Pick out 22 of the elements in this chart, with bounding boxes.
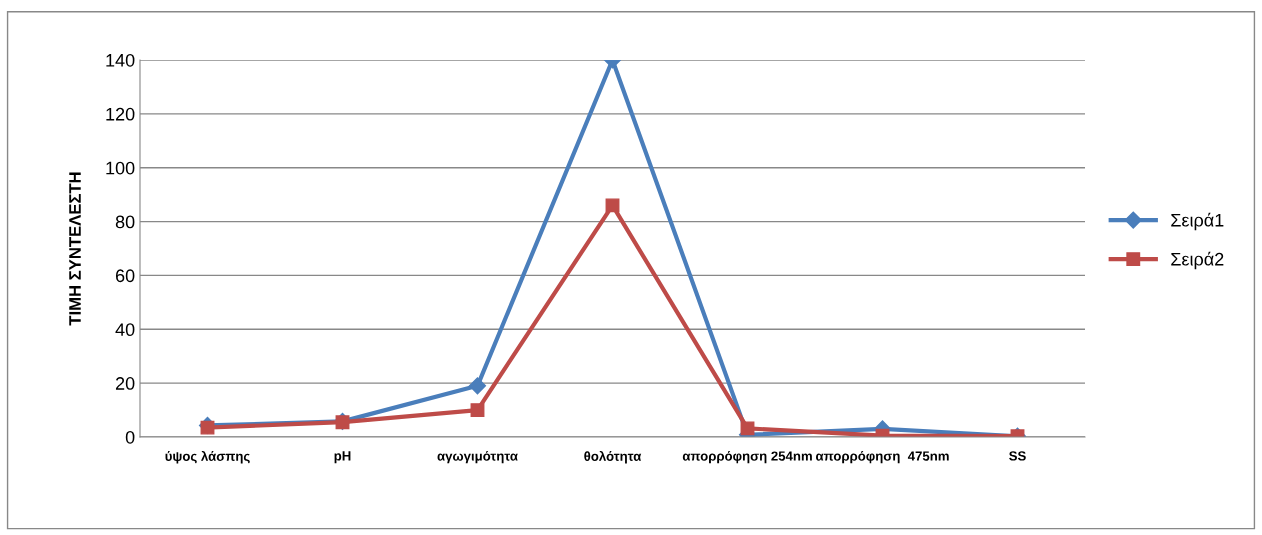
y-tick-label: 0 [125, 430, 135, 444]
x-tick-label: SS [1009, 451, 1026, 461]
point [470, 403, 485, 418]
x-tick-label: pH [334, 451, 351, 464]
legend-label: Σειρά1 [1171, 212, 1224, 231]
y-tick-label: 60 [115, 269, 135, 283]
y-axis-title: ΤΙΜΗ ΣΥΝΤΕΛΕΣΤΗ [69, 172, 81, 326]
y-tick-label: 20 [115, 377, 135, 390]
point [200, 420, 215, 435]
x-tick-label: θολότητα [584, 450, 642, 464]
x-tick-label: απορρόφηση 475nm [816, 450, 949, 464]
point [468, 377, 487, 395]
x-tick-label: απορρόφηση 254nm [682, 450, 812, 464]
legend-label: Σειρά2 [1171, 251, 1224, 270]
y-tick-label: 80 [115, 215, 135, 229]
y-tick-label: 140 [106, 53, 135, 67]
y-tick-label: 100 [106, 161, 135, 175]
y-tick-label: 40 [115, 323, 135, 337]
y-tick-label: 120 [106, 107, 135, 121]
x-tick-label: αγωγιμότητα [437, 450, 518, 464]
x-tick-label: ύψος λάσπης [165, 450, 250, 464]
point [740, 421, 755, 436]
